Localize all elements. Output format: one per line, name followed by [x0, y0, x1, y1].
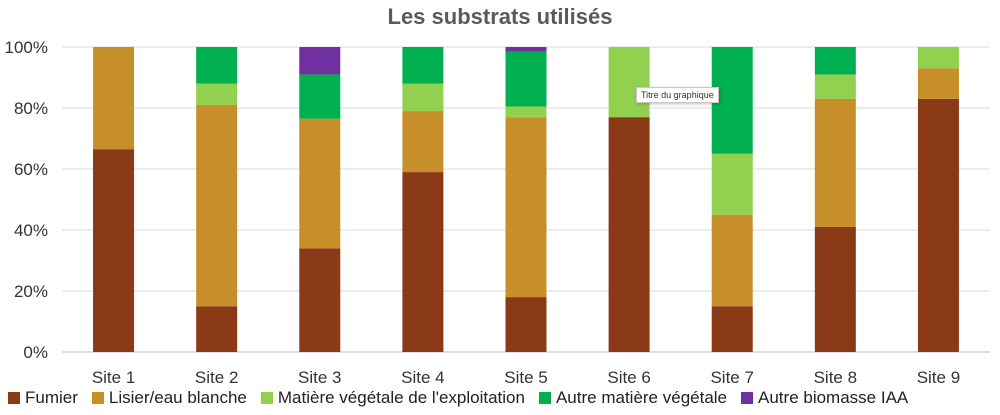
x-tick-label: Site 9 [917, 368, 960, 387]
bar-segment [196, 47, 238, 84]
x-tick-label: Site 3 [298, 368, 341, 387]
legend-item: Autre biomasse IAA [741, 388, 908, 408]
bar-segment [196, 306, 238, 352]
legend-label: Matière végétale de l'exploitation [277, 388, 525, 407]
bar-segment [608, 117, 650, 353]
x-tick-label: Site 1 [92, 368, 135, 387]
chart-tooltip: Titre du graphique [636, 87, 719, 103]
legend-swatch [260, 392, 273, 404]
y-tick-label: 80% [14, 99, 48, 118]
bar-segment [917, 47, 959, 69]
legend-label: Autre matière végétale [555, 388, 728, 407]
bar-segment [402, 172, 444, 352]
bar-segment [711, 214, 753, 307]
bar-segment [814, 74, 856, 99]
bar-segment [505, 106, 547, 118]
bar-segment [402, 47, 444, 84]
y-tick-label: 40% [14, 221, 48, 240]
bar-segment [917, 68, 959, 99]
y-tick-label: 20% [14, 282, 48, 301]
chart-title: Les substrats utilisés [387, 4, 613, 29]
bar-segment [505, 47, 547, 52]
legend-swatch [8, 392, 20, 404]
bar-segment [93, 47, 135, 150]
bar-segment [93, 149, 135, 352]
x-tick-label: Site 4 [401, 368, 444, 387]
bar-segment [608, 47, 650, 118]
legend-swatch [538, 392, 551, 404]
bar-segment [196, 83, 238, 105]
bar-segment [299, 74, 341, 119]
bar-segment [814, 226, 856, 352]
x-tick-label: Site 8 [814, 368, 857, 387]
bar-segment [505, 51, 547, 107]
y-tick-label: 0% [23, 343, 48, 362]
x-tick-label: Site 2 [195, 368, 238, 387]
bar-segment [299, 47, 341, 75]
x-tick-label: Site 5 [504, 368, 547, 387]
legend-label: Autre biomasse IAA [758, 388, 909, 407]
y-tick-label: 100% [5, 38, 48, 57]
bar-segment [402, 83, 444, 112]
chart-legend: Fumier Lisier/eau blanche Matière végétale… [8, 388, 922, 408]
legend-item: Fumier [8, 388, 78, 408]
bar-segment [299, 118, 341, 249]
legend-item: Matière végétale de l'exploitation [260, 388, 525, 408]
bar-segment [505, 117, 547, 298]
x-tick-label: Site 7 [710, 368, 753, 387]
legend-swatch [741, 392, 754, 404]
legend-item: Lisier/eau blanche [91, 388, 247, 408]
bar-segment [402, 111, 444, 173]
legend-item: Autre matière végétale [538, 388, 728, 408]
bar-segment [505, 297, 547, 352]
bar-segment [711, 306, 753, 352]
bar-segment [814, 47, 856, 75]
bar-segment [299, 248, 341, 352]
legend-swatch [91, 392, 104, 404]
x-tick-label: Site 6 [607, 368, 650, 387]
bar-segment [196, 104, 238, 307]
legend-label: Lisier/eau blanche [108, 388, 247, 407]
y-tick-label: 60% [14, 160, 48, 179]
bar-segment [917, 98, 959, 352]
legend-label: Fumier [25, 388, 78, 407]
bar-segment [814, 98, 856, 227]
bar-segment [711, 153, 753, 215]
